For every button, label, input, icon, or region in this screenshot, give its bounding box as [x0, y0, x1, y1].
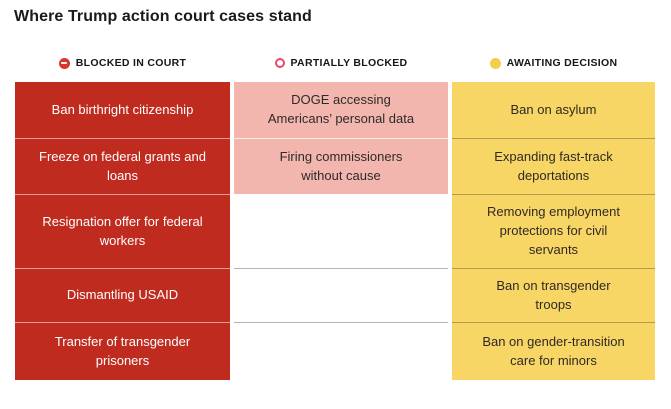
legend-label-blocked: BLOCKED IN COURT: [75, 57, 187, 69]
status-table: Ban birthright citizenship DOGE accessin…: [15, 82, 655, 380]
cell-partial-row2: Firing commissioners without cause: [234, 138, 448, 194]
legend-label-awaiting: AWAITING DECISION: [506, 57, 618, 69]
cell-blocked-row3: Resignation offer for federal workers: [15, 194, 230, 268]
cell-blocked-row4: Dismantling USAID: [15, 268, 230, 322]
cell-partial-row3: [234, 194, 448, 268]
cell-blocked-row2: Freeze on federal grants and loans: [15, 138, 230, 194]
cell-blocked-row5: Transfer of transgender prisoners: [15, 322, 230, 380]
page-title: Where Trump action court cases stand: [14, 8, 312, 25]
cell-partial-row4: [234, 268, 448, 322]
legend-label-partially-blocked: PARTIALLY BLOCKED: [290, 57, 408, 69]
cell-awaiting-row5: Ban on gender-transition care for minors: [452, 322, 655, 380]
legend-item-blocked: BLOCKED IN COURT: [15, 57, 230, 69]
cell-awaiting-row4-text: Ban on transgender troops: [496, 277, 611, 312]
partially-blocked-ring-icon: [274, 58, 285, 68]
infographic: Where Trump action court cases stand BLO…: [0, 8, 671, 409]
cell-partial-row1: DOGE accessing Americans’ personal data: [234, 82, 448, 138]
legend-item-awaiting: AWAITING DECISION: [452, 57, 655, 69]
cell-partial-row5: [234, 322, 448, 380]
cell-awaiting-row2: Expanding fast-track deportations: [452, 138, 655, 194]
cell-awaiting-row3: Removing employment protections for civi…: [452, 194, 655, 268]
cell-awaiting-row1: Ban on asylum: [452, 82, 655, 138]
legend: BLOCKED IN COURT PARTIALLY BLOCKED AWAIT…: [15, 57, 655, 69]
cell-awaiting-row4: Ban on transgender troops: [452, 268, 655, 322]
awaiting-decision-dot-icon: [489, 57, 501, 69]
blocked-circle-minus-icon: [58, 57, 70, 69]
cell-blocked-row1: Ban birthright citizenship: [15, 82, 230, 138]
legend-item-partially-blocked: PARTIALLY BLOCKED: [234, 57, 448, 69]
